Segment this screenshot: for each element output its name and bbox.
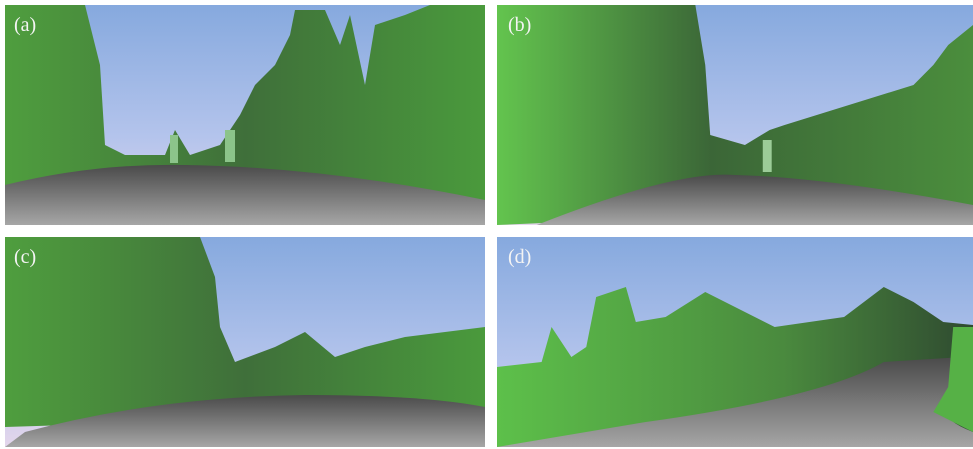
panel-a bbox=[5, 5, 485, 225]
panel-b bbox=[497, 5, 973, 225]
panel-label: (c) bbox=[14, 246, 36, 269]
pedestrian bbox=[170, 135, 178, 163]
panel-label: (d) bbox=[508, 246, 531, 269]
panel-label: (b) bbox=[508, 14, 531, 37]
pedestrian bbox=[225, 130, 235, 162]
panel-c bbox=[5, 237, 485, 447]
panel-d bbox=[497, 237, 973, 447]
pedestrian bbox=[763, 140, 772, 172]
panel-label: (a) bbox=[14, 14, 36, 37]
figure: (a) (b) (c) (d) bbox=[0, 0, 973, 449]
